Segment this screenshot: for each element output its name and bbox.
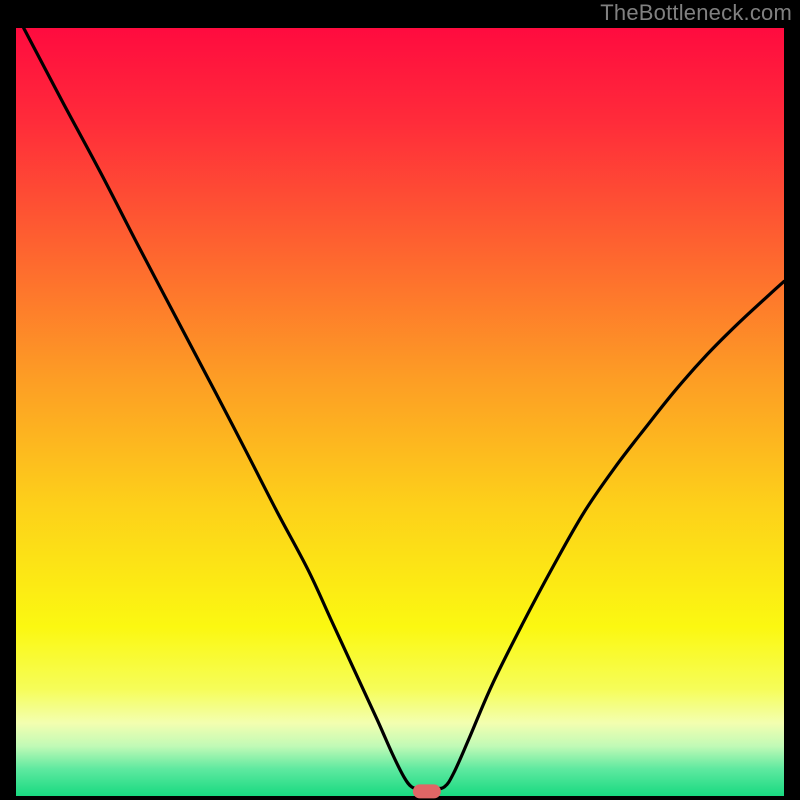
plot-background [16, 28, 784, 796]
bottleneck-chart [0, 0, 800, 800]
watermark-text: TheBottleneck.com [600, 0, 792, 26]
optimum-marker [413, 784, 441, 798]
chart-stage: TheBottleneck.com [0, 0, 800, 800]
